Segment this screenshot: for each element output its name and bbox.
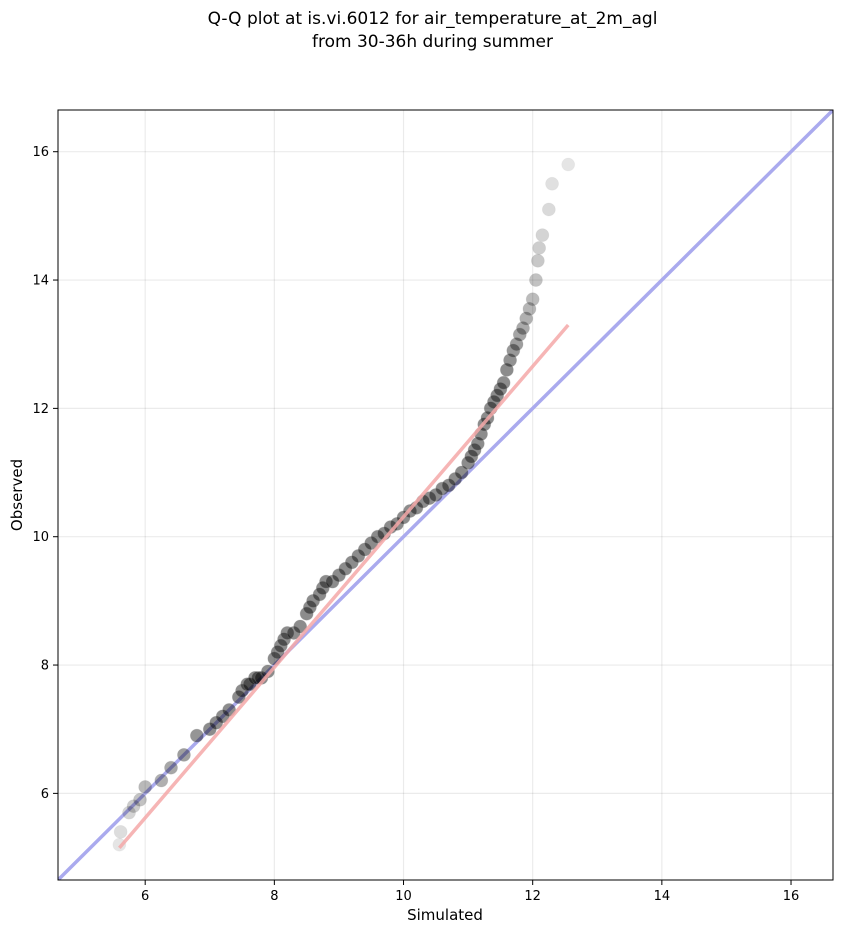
x-axis-label: Simulated bbox=[407, 906, 483, 924]
qq-point bbox=[519, 311, 534, 326]
qq-point bbox=[126, 799, 141, 814]
qq-point bbox=[113, 824, 128, 839]
x-tick-label: 6 bbox=[141, 889, 149, 904]
chart-subtitle: from 30-36h during summer bbox=[312, 32, 553, 52]
qq-point bbox=[516, 321, 530, 336]
y-tick-label: 16 bbox=[32, 145, 49, 160]
qq-point bbox=[506, 343, 521, 358]
qq-point bbox=[422, 491, 437, 506]
y-axis-label: Observed bbox=[8, 459, 26, 531]
qq-point bbox=[242, 677, 257, 692]
qq-point bbox=[522, 302, 537, 316]
x-tick-label: 16 bbox=[783, 889, 800, 904]
y-tick-label: 10 bbox=[32, 530, 49, 545]
qq-point bbox=[319, 574, 333, 589]
qq-point bbox=[364, 536, 379, 551]
qq-point bbox=[189, 728, 204, 743]
qq-point bbox=[509, 337, 524, 352]
qq-point bbox=[344, 555, 359, 570]
qq-point bbox=[280, 626, 295, 640]
qq-point bbox=[467, 443, 482, 457]
qq-point bbox=[164, 760, 178, 775]
qq-point bbox=[535, 228, 550, 243]
qq-point bbox=[270, 645, 285, 660]
x-tick-label: 14 bbox=[654, 889, 671, 904]
qq-point bbox=[532, 241, 547, 255]
axis-ticks: 6 8 10 12 14 16 6 8 10 12 14 16 bbox=[32, 145, 799, 904]
qq-point bbox=[240, 677, 255, 692]
qq-point bbox=[441, 478, 456, 493]
qq-point bbox=[428, 488, 443, 502]
qq-point bbox=[315, 581, 330, 595]
reference-lines bbox=[58, 110, 833, 880]
qq-point bbox=[529, 273, 543, 287]
qq-point bbox=[248, 670, 262, 685]
qq-point bbox=[464, 449, 479, 464]
qq-point bbox=[133, 792, 147, 807]
y-tick-label: 12 bbox=[32, 402, 49, 417]
qq-point bbox=[470, 436, 485, 451]
qq-point bbox=[325, 574, 340, 589]
qq-point bbox=[357, 542, 372, 557]
qq-point bbox=[503, 353, 517, 368]
chart-title: Q-Q plot at is.vi.6012 for air_temperatu… bbox=[207, 9, 658, 29]
qq-point bbox=[338, 561, 353, 576]
qq-point bbox=[260, 664, 275, 679]
qq-point bbox=[286, 626, 301, 640]
qq-point bbox=[496, 375, 511, 390]
qq-point bbox=[306, 593, 321, 608]
qq-point bbox=[231, 690, 246, 705]
qq-point bbox=[235, 683, 249, 698]
qq-point bbox=[209, 715, 224, 730]
plot-frame bbox=[57, 109, 834, 881]
qq-point bbox=[448, 472, 463, 486]
qq-point bbox=[499, 362, 514, 377]
qq-point bbox=[332, 568, 346, 583]
qq-point bbox=[545, 176, 559, 191]
qq-point bbox=[122, 805, 136, 820]
qq-point bbox=[277, 632, 291, 647]
qq-point bbox=[435, 481, 450, 496]
qq-point bbox=[202, 722, 217, 737]
fit-line bbox=[118, 323, 570, 850]
y-tick-label: 14 bbox=[32, 274, 49, 289]
qq-point bbox=[561, 157, 576, 172]
identity-line bbox=[58, 110, 833, 880]
qq-point bbox=[512, 327, 527, 342]
qq-point bbox=[541, 202, 556, 217]
qq-point bbox=[215, 709, 230, 724]
qq-point bbox=[312, 587, 327, 602]
qq-point bbox=[299, 606, 314, 621]
qq-point bbox=[154, 773, 169, 788]
qq-point bbox=[273, 638, 288, 653]
x-tick-label: 8 bbox=[270, 889, 278, 904]
qq-point bbox=[302, 600, 317, 615]
qq-point bbox=[530, 253, 545, 268]
x-tick-label: 12 bbox=[524, 889, 541, 904]
qq-point bbox=[138, 780, 153, 794]
y-tick-label: 6 bbox=[41, 787, 49, 802]
qq-point bbox=[293, 619, 308, 634]
qq-point bbox=[490, 388, 505, 403]
qq-point bbox=[493, 382, 508, 397]
qq-point bbox=[351, 549, 366, 563]
qq-point bbox=[525, 292, 540, 307]
qq-point bbox=[454, 465, 469, 480]
y-tick-label: 8 bbox=[41, 659, 49, 674]
x-tick-label: 10 bbox=[395, 889, 412, 904]
grid bbox=[58, 110, 833, 880]
qq-point bbox=[177, 747, 191, 762]
quantile-points bbox=[112, 157, 576, 852]
qq-point bbox=[461, 456, 476, 470]
